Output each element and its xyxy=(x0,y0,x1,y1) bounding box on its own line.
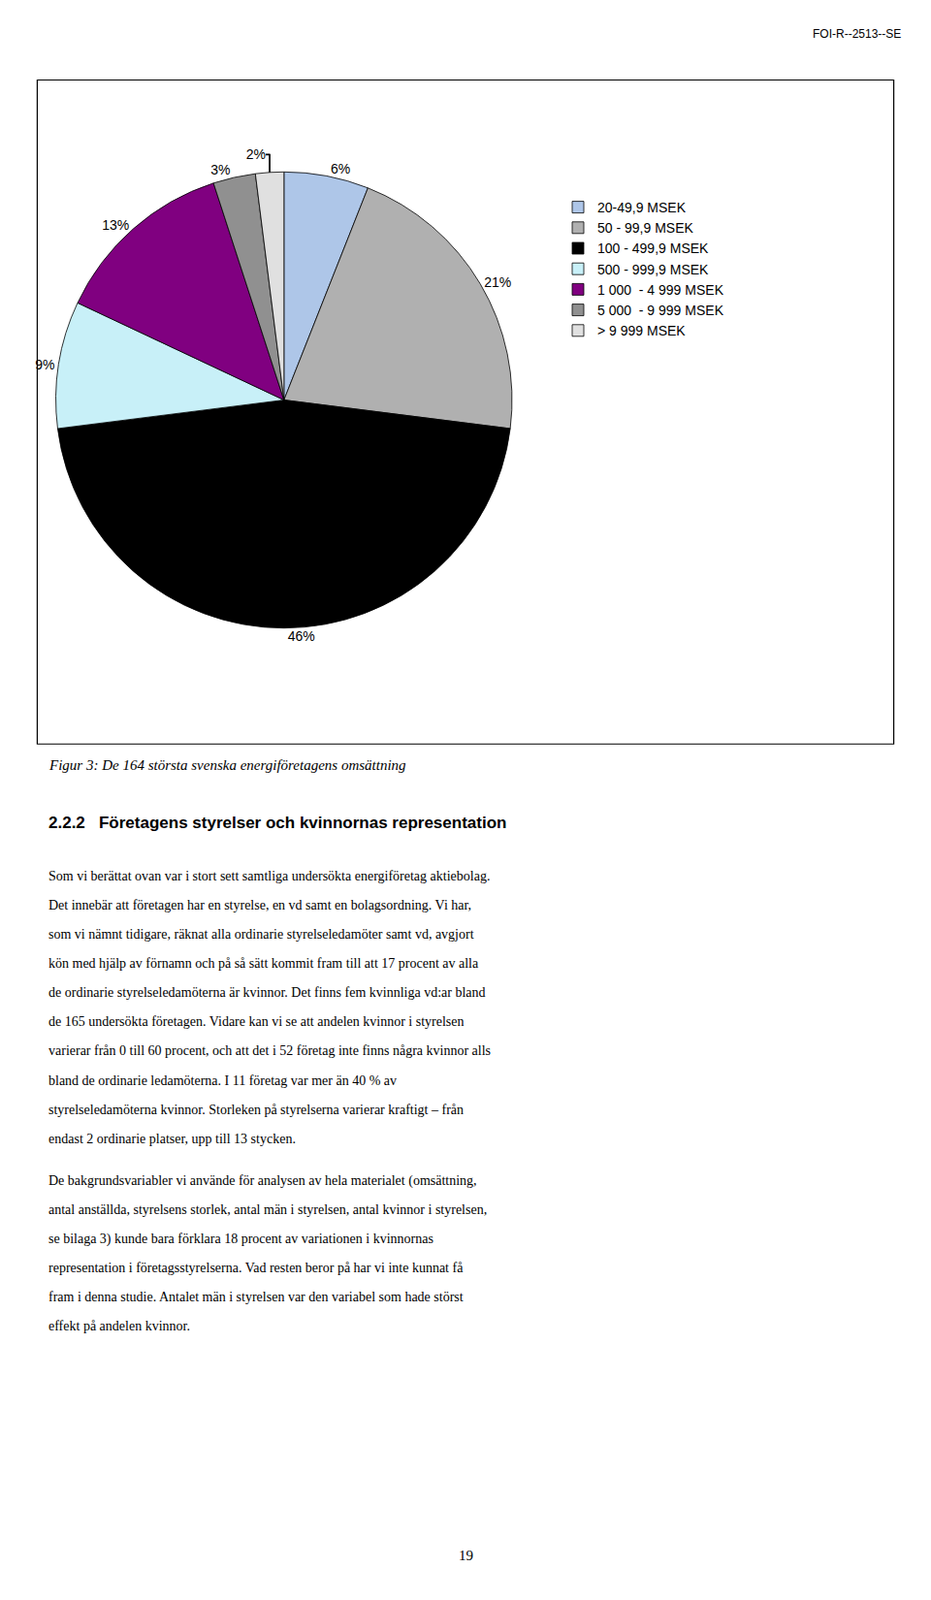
svg-text:representation i företagsstyre: representation i företagsstyrelserna. Va… xyxy=(48,1260,464,1276)
svg-text:se bilaga 3) kunde bara förkla: se bilaga 3) kunde bara förklara 18 proc… xyxy=(48,1231,434,1248)
svg-text:som vi nämnt tidigare, räknat: som vi nämnt tidigare, räknat alla ordin… xyxy=(48,927,475,942)
svg-text:bland de ordinarie ledamöterna: bland de ordinarie ledamöterna. I 11 för… xyxy=(48,1073,397,1089)
svg-text:de ordinarie styrelseledamöter: de ordinarie styrelseledamöterna är kvin… xyxy=(48,985,486,1000)
svg-text:2.2.2 Företagens styrelser o: 2.2.2 Företagens styrelser och kvinnorna… xyxy=(48,813,507,833)
svg-text:3%: 3% xyxy=(210,161,230,178)
svg-text:De bakgrundsvariabler vi använ: De bakgrundsvariabler vi använde för ana… xyxy=(48,1173,478,1189)
svg-text:varierar från 0 till 60 procen: varierar från 0 till 60 procent, och att… xyxy=(48,1043,491,1059)
svg-text:13%: 13% xyxy=(101,217,129,233)
svg-text:Som vi berättat ovan var i sto: Som vi berättat ovan var i stort sett sa… xyxy=(48,868,490,884)
svg-text:de 165 undersökta företagen. V: de 165 undersökta företagen. Vidare kan … xyxy=(48,1014,465,1029)
svg-text:5 000 - 9 999 MSEK: 5 000 - 9 999 MSEK xyxy=(597,302,725,319)
svg-text:> 9 999 MSEK: > 9 999 MSEK xyxy=(597,322,686,339)
svg-text:Det innebär att företagen har: Det innebär att företagen har en styrels… xyxy=(48,898,472,913)
svg-text:2%: 2% xyxy=(246,146,266,162)
svg-text:500 - 999,9 MSEK: 500 - 999,9 MSEK xyxy=(597,261,709,278)
svg-text:FOI-R--2513--SE: FOI-R--2513--SE xyxy=(812,27,901,41)
svg-text:46%: 46% xyxy=(288,628,316,644)
svg-text:19: 19 xyxy=(458,1547,474,1564)
svg-text:20-49,9 MSEK: 20-49,9 MSEK xyxy=(597,199,687,216)
svg-text:kön med hjälp av förnamn och p: kön med hjälp av förnamn och på så sätt … xyxy=(48,956,480,971)
svg-text:9%: 9% xyxy=(34,356,55,373)
svg-text:6%: 6% xyxy=(330,160,351,177)
svg-text:21%: 21% xyxy=(483,274,512,290)
svg-text:100 - 499,9 MSEK: 100 - 499,9 MSEK xyxy=(597,240,709,257)
svg-text:50 - 99,9 MSEK: 50 - 99,9 MSEK xyxy=(597,220,694,236)
svg-text:fram i denna studie. Antalet m: fram i denna studie. Antalet män i styre… xyxy=(48,1289,464,1305)
svg-text:1 000 - 4 999 MSEK: 1 000 - 4 999 MSEK xyxy=(597,282,725,298)
svg-text:Figur 3: De 164 största svensk: Figur 3: De 164 största svenska energifö… xyxy=(48,757,407,773)
svg-text:styrelseledamöterna kvinnor. S: styrelseledamöterna kvinnor. Storleken p… xyxy=(48,1102,464,1118)
svg-text:antal anställda, styrelsens st: antal anställda, styrelsens storlek, ant… xyxy=(48,1202,487,1218)
svg-text:endast 2 ordinarie platser, up: endast 2 ordinarie platser, upp till 13 … xyxy=(48,1131,296,1147)
svg-text:effekt på andelen kvinnor.: effekt på andelen kvinnor. xyxy=(48,1318,191,1334)
